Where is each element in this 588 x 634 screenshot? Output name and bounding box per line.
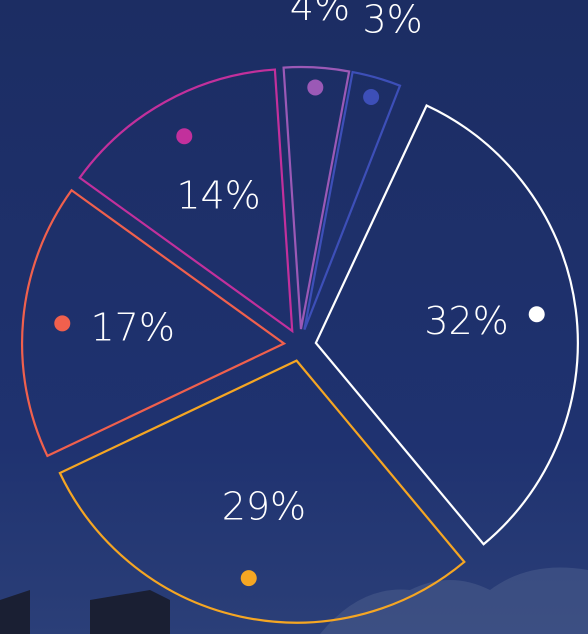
- slice-dot: [363, 89, 379, 105]
- value-label: 4%: [290, 0, 350, 29]
- value-label: 32%: [424, 299, 508, 343]
- slice-dot: [176, 128, 192, 144]
- slice-dot: [241, 570, 257, 586]
- slice-dot: [307, 79, 323, 95]
- value-label: 29%: [222, 485, 306, 529]
- value-label: 3%: [362, 0, 422, 42]
- value-label: 14%: [176, 174, 260, 218]
- value-label: 17%: [90, 305, 174, 349]
- page: {"chart_data": {"type": "pie", "categori…: [0, 0, 588, 634]
- slice-dot: [54, 315, 70, 331]
- slice-dot: [529, 306, 545, 322]
- chart: 32% 29% 17% 14% 4% 3%: [0, 0, 588, 634]
